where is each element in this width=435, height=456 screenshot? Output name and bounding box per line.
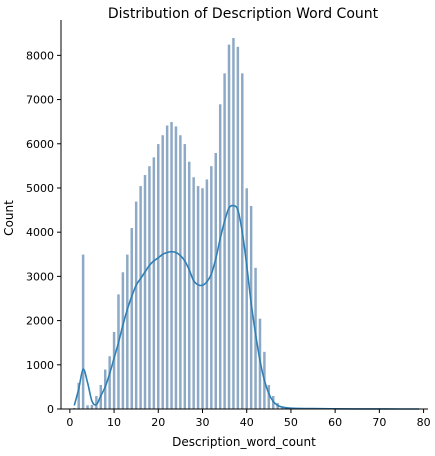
histogram-bar [244, 187, 249, 410]
y-tick-label: 4000 [26, 226, 54, 239]
y-tick-label: 5000 [26, 182, 54, 195]
histogram-bar [205, 178, 209, 410]
x-tick-label: 40 [240, 416, 254, 429]
x-tick-label: 10 [107, 416, 121, 429]
histogram-bar [227, 44, 231, 410]
x-tick-label: 60 [328, 416, 342, 429]
histogram-bar [191, 176, 196, 410]
histogram-bar [182, 143, 187, 410]
histogram-bar [134, 200, 139, 410]
y-tick-label: 3000 [26, 270, 54, 283]
histogram-bar [143, 174, 147, 410]
histogram-bar [231, 37, 236, 410]
histogram-bar [196, 185, 200, 410]
y-ticks: 0 1000 2000 3000 4000 5000 6000 7000 8000 [26, 49, 61, 416]
y-tick-label: 1000 [26, 359, 54, 372]
y-tick-label: 0 [47, 403, 54, 416]
histogram-bar [138, 185, 143, 410]
y-tick-label: 7000 [26, 94, 54, 107]
x-ticks: 0 10 20 30 40 50 60 70 80 [66, 409, 431, 429]
histogram-bar [169, 121, 174, 410]
histogram-bar [125, 253, 130, 410]
y-tick-label: 8000 [26, 49, 54, 62]
x-tick-label: 0 [66, 416, 73, 429]
histogram-bar [178, 134, 183, 410]
histogram-bar [209, 165, 214, 410]
histogram-bar [81, 253, 85, 410]
histogram-bar [218, 103, 223, 410]
y-tick-label: 6000 [26, 138, 54, 151]
histogram-bar [187, 161, 192, 410]
bars [72, 37, 289, 410]
x-axis-label: Description_word_count [172, 435, 316, 449]
histogram-bar [116, 293, 121, 410]
y-axis-label: Count [2, 200, 16, 236]
histogram-bar [160, 134, 165, 410]
histogram-bar [90, 404, 94, 410]
histogram-bar [165, 124, 169, 410]
histogram-bar [107, 355, 112, 410]
histogram-bar [85, 404, 90, 410]
histogram-bar [147, 165, 152, 410]
x-tick-label: 80 [417, 416, 431, 429]
histogram-bar [129, 227, 134, 410]
histogram-bar [200, 187, 205, 410]
histogram-bar [236, 46, 240, 410]
histogram-bar [174, 125, 178, 410]
x-tick-label: 30 [195, 416, 209, 429]
histogram-bar [152, 156, 156, 410]
histogram-bar [213, 152, 218, 410]
x-tick-label: 70 [372, 416, 386, 429]
histogram-bar [156, 143, 161, 410]
histogram-bar [112, 331, 116, 410]
histogram-bar [222, 72, 227, 410]
histogram-bar [121, 271, 125, 410]
chart-title: Distribution of Description Word Count [108, 6, 379, 22]
x-tick-label: 50 [284, 416, 298, 429]
kde-curve [73, 204, 420, 410]
x-tick-label: 20 [151, 416, 165, 429]
y-tick-label: 2000 [26, 315, 54, 328]
